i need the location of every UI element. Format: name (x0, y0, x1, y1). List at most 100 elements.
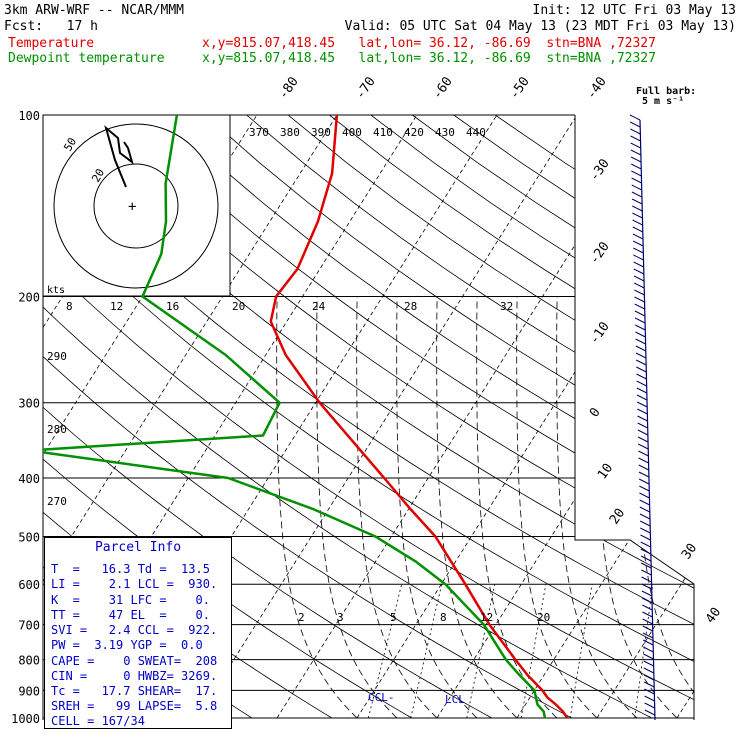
dry-adiabat (246, 115, 694, 719)
wind-barb (637, 408, 648, 415)
dewpoint-legend-label: Dewpoint temperature (8, 51, 165, 66)
dry-adiabat (43, 115, 694, 719)
wind-barb (637, 429, 649, 436)
dry-adiabat (80, 115, 694, 719)
dry-adiabat (43, 115, 694, 719)
parcel-row: CELL = 167/34 (51, 714, 145, 728)
wind-barb (642, 639, 654, 646)
temperature-tick-label: 30 (679, 541, 700, 562)
hodograph-origin: + (128, 199, 136, 215)
wind-barb (630, 128, 641, 135)
hodograph-trace (104, 125, 134, 188)
isotherm (0, 115, 17, 718)
dry-adiabat (204, 115, 694, 719)
hodograph-ring-label: 50 (61, 136, 79, 154)
dry-adiabat (494, 115, 694, 719)
temperature-tick-label: 0 (587, 405, 604, 420)
ccl-annotation: CCL- (368, 691, 395, 704)
pressure-tick-label: 800 (18, 654, 40, 668)
wind-barb (638, 464, 649, 471)
pressure-tick-label: 500 (18, 530, 40, 544)
barb-staff (639, 119, 656, 721)
thetae-tick-label: 28 (404, 300, 417, 313)
frame-right (574, 115, 695, 720)
pressure-tick-label: 300 (18, 397, 40, 411)
dry-adiabat (163, 115, 694, 719)
pressure-tick-label: 900 (18, 684, 40, 698)
wind-barb (643, 674, 655, 681)
theta-tick-label: 420 (404, 126, 424, 139)
wind-barb (643, 646, 654, 653)
temperature-tick-label: -80 (276, 74, 302, 102)
mixing-ratio-label: 8 (440, 611, 447, 624)
wind-barb (642, 632, 654, 639)
mixing-ratio-line (634, 584, 654, 719)
pressure-tick-label: 200 (18, 291, 40, 305)
dry-adiabat (43, 115, 572, 719)
barb-legend-line1: Full barb: (636, 86, 696, 97)
model-title: 3km ARW-WRF -- NCAR/MMM (4, 3, 185, 18)
wind-barb (634, 296, 645, 303)
wind-barb (633, 254, 644, 261)
isotherm (596, 115, 694, 719)
hodograph-ring-label: 20 (89, 167, 107, 185)
parcel-row: TT = 47 EL = 0. (51, 608, 210, 622)
theta-tick-label: 270 (47, 495, 67, 508)
sounding-series (43, 115, 569, 719)
hodograph: +20 50 kts (42, 114, 231, 297)
wind-barb (639, 513, 651, 520)
wind-barb (637, 415, 648, 422)
wind-barb (629, 114, 641, 121)
wind-barb (632, 219, 643, 226)
lcl-annotation: LCL (445, 693, 465, 706)
wind-barb (635, 352, 647, 359)
dry-adiabat (43, 115, 694, 719)
forecast-hour: Fcst: 17 h (4, 19, 98, 34)
wind-barb (641, 590, 653, 597)
theta-tick-label: 390 (311, 126, 331, 139)
wind-barb (631, 198, 643, 205)
isotherm (676, 115, 694, 719)
moist-adiabat (316, 296, 398, 719)
thetae-tick-label: 20 (232, 300, 245, 313)
wind-barb (632, 226, 644, 233)
parcel-row: CIN = 0 HWBZ= 3269. (51, 669, 218, 683)
parcel-row: K = 31 LFC = 0. (51, 593, 210, 607)
wind-barb (637, 436, 649, 443)
thetae-tick-label: 32 (500, 300, 513, 313)
moist-adiabat (596, 296, 678, 719)
valid-time: Valid: 05 UTC Sat 04 May 13 (23 MDT Fri … (344, 19, 736, 34)
theta-tick-label: 410 (373, 126, 393, 139)
wind-barb (634, 303, 645, 310)
wind-barb (636, 366, 647, 373)
parcel-row: T = 16.3 Td = 13.5 (51, 562, 210, 576)
wind-barb (636, 401, 648, 408)
temperature-tick-label: -50 (507, 74, 533, 102)
wind-barb (635, 331, 646, 338)
moist-adiabat (356, 296, 438, 719)
mixing-ratio-label: 12 (480, 611, 493, 624)
hodograph-ring (53, 123, 219, 289)
temperature-tick-label: -30 (587, 156, 613, 184)
wind-barb (632, 233, 644, 240)
wind-barb (630, 142, 641, 149)
wind-barb (644, 695, 655, 702)
parcel-info-panel: Parcel Info T = 16.3 Td = 13.5 LI = 2.1 … (44, 537, 232, 729)
wind-barb (638, 471, 650, 478)
temperature-legend-label: Temperature (8, 36, 95, 51)
wind-barb (637, 422, 648, 429)
mixing-ratio-label: 2 (298, 611, 305, 624)
pressure-tick-label: 700 (18, 619, 40, 633)
parcel-row: SVI = 2.4 CCL = 922. (51, 623, 218, 637)
wind-barb (633, 282, 645, 289)
wind-barb (640, 562, 652, 569)
hodograph-box (42, 114, 231, 297)
wind-barb (639, 499, 650, 506)
wind-barb (632, 212, 643, 219)
wind-barb (634, 289, 645, 296)
dewpoint-station-info: x,y=815.07,418.45 lat,lon= 36.12, -86.69… (202, 51, 656, 66)
pressure-tick-label: 400 (18, 472, 40, 486)
wind-barb (630, 135, 641, 142)
thetae-tick-label: 8 (66, 300, 73, 313)
